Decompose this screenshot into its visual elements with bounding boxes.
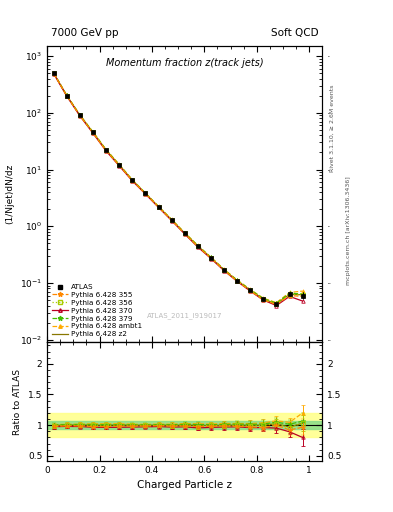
Text: Momentum fraction z(track jets): Momentum fraction z(track jets) [106, 58, 264, 68]
Y-axis label: (1/Njet)dN/dz: (1/Njet)dN/dz [6, 164, 15, 224]
Text: 7000 GeV pp: 7000 GeV pp [51, 28, 119, 38]
Text: mcplots.cern.ch [arXiv:1306.3436]: mcplots.cern.ch [arXiv:1306.3436] [346, 176, 351, 285]
Text: Soft QCD: Soft QCD [271, 28, 318, 38]
X-axis label: Charged Particle z: Charged Particle z [137, 480, 232, 490]
Legend: ATLAS, Pythia 6.428 355, Pythia 6.428 356, Pythia 6.428 370, Pythia 6.428 379, P: ATLAS, Pythia 6.428 355, Pythia 6.428 35… [51, 283, 143, 339]
Text: ATLAS_2011_I919017: ATLAS_2011_I919017 [147, 312, 222, 318]
Text: Rivet 3.1.10, ≥ 2.6M events: Rivet 3.1.10, ≥ 2.6M events [330, 84, 335, 172]
Y-axis label: Ratio to ATLAS: Ratio to ATLAS [13, 369, 22, 435]
